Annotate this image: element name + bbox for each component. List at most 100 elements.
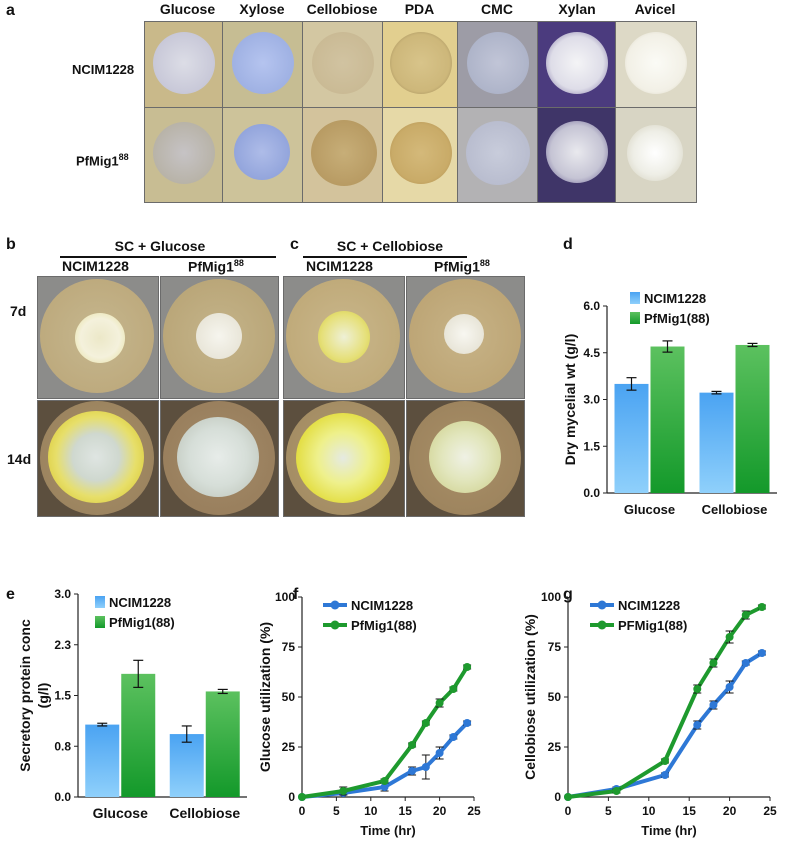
g-ytick-label: 50 [548, 690, 562, 704]
g-point-0-3 [693, 721, 702, 729]
g-point-1-1 [612, 787, 621, 795]
d-legend-swatch [630, 312, 640, 324]
e-ytick-label: 2.3 [54, 638, 71, 652]
col-header-cmc: CMC [481, 1, 513, 17]
panel-c-col-ncim1228: NCIM1228 [306, 258, 373, 274]
f-legend-marker [330, 620, 340, 630]
plate-b-ncim-7d [37, 276, 159, 399]
plate-pfmig-pda [382, 107, 459, 203]
d-category-label: Glucose [624, 502, 675, 517]
panel-g-label: g [563, 586, 573, 603]
plate-ncim-xylose [222, 21, 304, 109]
f-point-1-4 [421, 719, 430, 727]
f-ytick-label: 50 [282, 690, 296, 704]
f-point-1-1 [339, 787, 348, 795]
g-xtick-label: 5 [605, 804, 612, 818]
d-bar-glucose-0 [614, 383, 649, 493]
g-ytick-label: 0 [554, 790, 561, 804]
panel-a-label: a [6, 2, 15, 19]
panel-c-header: SC + Cellobiose [336, 238, 444, 254]
row-label-7d: 7d [10, 303, 27, 319]
g-point-0-2 [660, 771, 669, 779]
g-legend-marker [597, 600, 607, 610]
g-ytick-label: 100 [541, 590, 561, 604]
e-ytick-label: 1.5 [54, 689, 71, 703]
e-ytick-label: 0.8 [54, 739, 71, 753]
f-xtick-label: 5 [333, 804, 340, 818]
f-xtick-label: 25 [467, 804, 481, 818]
plate-pfmig-glucose [144, 107, 224, 203]
col-header-xylan: Xylan [558, 1, 596, 17]
panel-d-label: d [563, 236, 573, 253]
g-ytick-label: 25 [548, 740, 562, 754]
f-point-1-7 [463, 663, 472, 671]
d-bar-glucose-1 [650, 346, 685, 493]
e-bar-glucose-0 [85, 724, 120, 797]
e-ylabel-unit: (g/l) [35, 683, 51, 709]
d-ylabel: Dry mycelial wt (g/l) [562, 334, 578, 465]
f-xtick-label: 15 [399, 804, 413, 818]
f-ytick-label: 25 [282, 740, 296, 754]
f-legend-label: PfMig1(88) [351, 618, 417, 633]
g-point-0-6 [741, 659, 750, 667]
g-ytick-label: 75 [548, 640, 562, 654]
d-bar-cellobiose-1 [735, 344, 770, 493]
f-ytick-label: 100 [275, 590, 295, 604]
g-point-0-5 [725, 683, 734, 691]
f-ylabel: Glucose utilization (%) [257, 622, 273, 772]
f-point-1-2 [380, 777, 389, 785]
f-point-0-2 [380, 783, 389, 791]
panel-c-header-rule [303, 256, 467, 258]
e-category-label: Cellobiose [169, 805, 240, 821]
g-point-1-0 [564, 793, 572, 801]
g-legend-marker [597, 620, 607, 630]
f-point-0-5 [435, 749, 444, 757]
plate-ncim-pda [382, 21, 459, 109]
g-xtick-label: 20 [723, 804, 737, 818]
d-ytick-label: 4.5 [583, 346, 600, 360]
plate-c-pfmig-7d [406, 276, 525, 399]
g-xlabel: Time (hr) [641, 823, 696, 838]
e-bar-cellobiose-1 [205, 691, 240, 797]
f-point-1-3 [408, 741, 417, 749]
plate-pfmig-xylose [222, 107, 304, 203]
e-bar-cellobiose-0 [169, 734, 204, 797]
col-header-cellobiose: Cellobiose [306, 1, 378, 17]
plate-b-pfmig-7d [160, 276, 279, 399]
plate-pfmig-xylan [537, 107, 617, 203]
g-point-1-6 [741, 611, 750, 619]
d-ytick-label: 6.0 [583, 299, 600, 313]
g-point-1-7 [757, 603, 766, 611]
f-ytick-label: 0 [288, 790, 295, 804]
g-point-1-2 [660, 757, 669, 765]
e-legend-swatch [95, 616, 105, 628]
plate-ncim-cmc [457, 21, 539, 109]
e-legend-label: PfMig1(88) [109, 615, 175, 630]
panel-b-header-rule [60, 256, 276, 258]
g-point-1-5 [725, 633, 734, 641]
e-ytick-label: 0.0 [54, 790, 71, 804]
e-legend-label: NCIM1228 [109, 595, 171, 610]
g-ylabel: Cellobiose utilization (%) [522, 614, 538, 780]
f-legend-label: NCIM1228 [351, 598, 413, 613]
f-xtick-label: 0 [299, 804, 306, 818]
panel-b-col-ncim1228: NCIM1228 [62, 258, 129, 274]
col-header-pda: PDA [404, 1, 435, 17]
plate-b-pfmig-14d [160, 400, 279, 517]
col-header-glucose: Glucose [159, 1, 216, 17]
d-category-label: Cellobiose [702, 502, 768, 517]
f-point-0-3 [408, 767, 417, 775]
f-point-1-6 [449, 685, 458, 693]
f-legend-marker [330, 600, 340, 610]
plate-ncim-xylan [537, 21, 617, 109]
plate-pfmig-cellobiose [302, 107, 384, 203]
g-point-1-4 [709, 659, 718, 667]
f-point-0-4 [421, 763, 430, 771]
f-xtick-label: 20 [433, 804, 447, 818]
f-ytick-label: 75 [282, 640, 296, 654]
plate-ncim-cellobiose [302, 21, 384, 109]
f-point-1-5 [435, 699, 444, 707]
panel-b-col-pfmig1-88: PfMig188 [188, 258, 244, 275]
g-xtick-label: 10 [642, 804, 656, 818]
